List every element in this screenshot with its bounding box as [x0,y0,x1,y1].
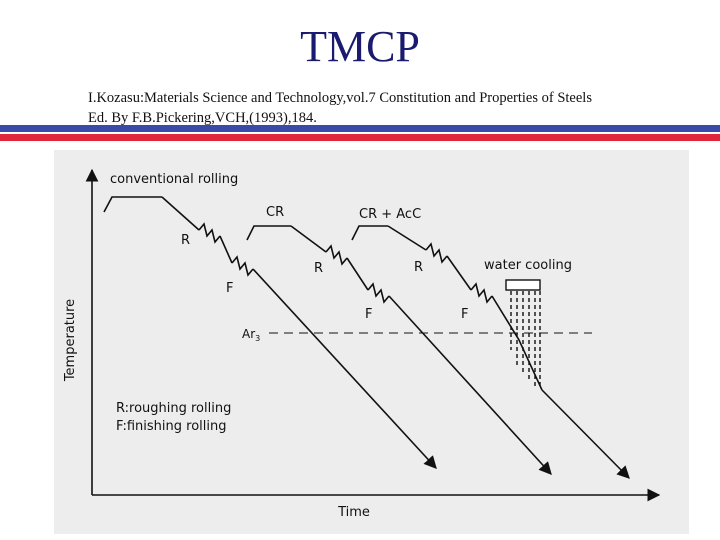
divider-blue-bar [0,125,720,132]
slide-title: TMCP [300,22,420,71]
divider-gap [0,132,720,134]
y-axis-label: Temperature [63,299,78,382]
reference-line-2: Ed. By F.B.Pickering,VCH,(1993),184. [88,110,317,126]
label-conventional-rolling: conventional rolling [110,172,238,187]
roll-mark-f-conventional: F [226,281,233,296]
curve-cr [246,225,552,475]
tmcp-diagram: Temperature Time Ar3 conventional rollin… [54,150,689,534]
roll-mark-f-cr-acc: F [461,307,468,322]
water-cooling-nozzle [505,279,541,386]
legend-finishing: F:finishing rolling [116,419,226,434]
legend-roughing: R:roughing rolling [116,401,231,416]
curve-conventional-rolling [103,196,437,469]
label-water-cooling: water cooling [484,258,572,273]
ar3-label: Ar3 [242,327,260,343]
roll-mark-r-conventional: R [181,233,190,248]
figure-background [54,150,689,534]
reference-line-1: I.Kozasu:Materials Science and Technolog… [88,90,592,106]
x-axis-label: Time [337,505,370,520]
divider-red-bar [0,134,720,141]
roll-mark-f-cr: F [365,307,372,322]
label-cr: CR [266,205,284,220]
roll-mark-r-cr: R [314,261,323,276]
curve-cr-acc [351,225,630,479]
label-cr-acc: CR + AcC [359,207,421,222]
diagram-svg: Temperature Time Ar3 conventional rollin… [54,150,689,534]
reference-citation: I.Kozasu:Materials Science and Technolog… [88,88,688,128]
roll-mark-r-cr-acc: R [414,260,423,275]
